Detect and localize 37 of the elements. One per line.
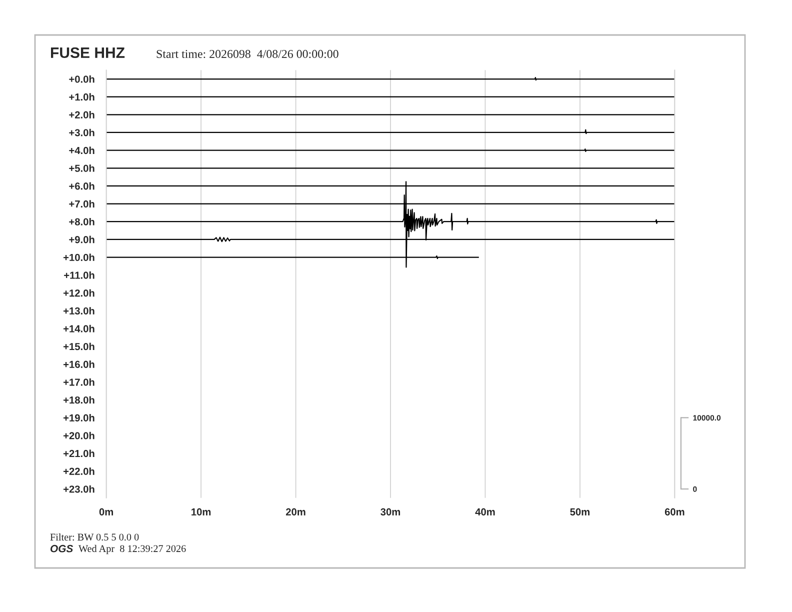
y-tick-label: +19.0h	[63, 414, 94, 422]
text: Wed Apr 8 12:39:27 2026	[78, 544, 186, 554]
x-tick-label: 60m	[664, 508, 684, 516]
y-tick-label: +11.0h	[64, 271, 94, 279]
y-tick-label: +6.0h	[69, 182, 94, 190]
y-tick-label: +14.0h	[63, 324, 94, 332]
y-tick-label: +23.0h	[63, 485, 94, 493]
x-tick-label: 40m	[475, 508, 495, 516]
chart-subtitle: Start time: 2026098 4/08/26 00:00:00	[156, 50, 338, 58]
y-tick-label: +21.0h	[63, 450, 94, 458]
y-tick-label: +0.0h	[69, 75, 94, 83]
y-tick-label: +7.0h	[69, 200, 94, 208]
y-tick-label: +17.0h	[63, 378, 94, 386]
y-tick-label: +16.0h	[63, 360, 94, 368]
y-tick-label: +1.0h	[69, 93, 94, 101]
chart-title: FUSE HHZ	[51, 47, 125, 58]
line-series	[106, 181, 675, 268]
text: Filter: BW 0.5 5 0.0 0	[50, 533, 139, 541]
y-tick-label: +18.0h	[63, 396, 94, 404]
y-tick-label: +22.0h	[63, 467, 94, 475]
y-tick-label: +2.0h	[69, 110, 94, 118]
x-tick-label: 20m	[286, 508, 306, 516]
y-tick-label: +20.0h	[63, 432, 94, 440]
y-tick-label: +15.0h	[63, 342, 94, 350]
y-tick-label: +12.0h	[63, 289, 94, 297]
x-tick-label: 0m	[99, 508, 113, 516]
y-tick-label: +10.0h	[63, 254, 94, 262]
y-tick-label: +5.0h	[69, 164, 94, 172]
y-tick-label: +3.0h	[69, 128, 94, 136]
y-tick-label: +13.0h	[63, 307, 94, 315]
text: OGS	[50, 544, 74, 552]
x-tick-label: 50m	[570, 508, 590, 516]
y-tick-label: +4.0h	[69, 146, 94, 154]
x-tick-label: 10m	[192, 508, 211, 516]
x-tick-label: 30m	[380, 508, 400, 516]
y-tick-label: +9.0h	[69, 236, 94, 244]
y-tick-label: +8.0h	[69, 218, 94, 226]
